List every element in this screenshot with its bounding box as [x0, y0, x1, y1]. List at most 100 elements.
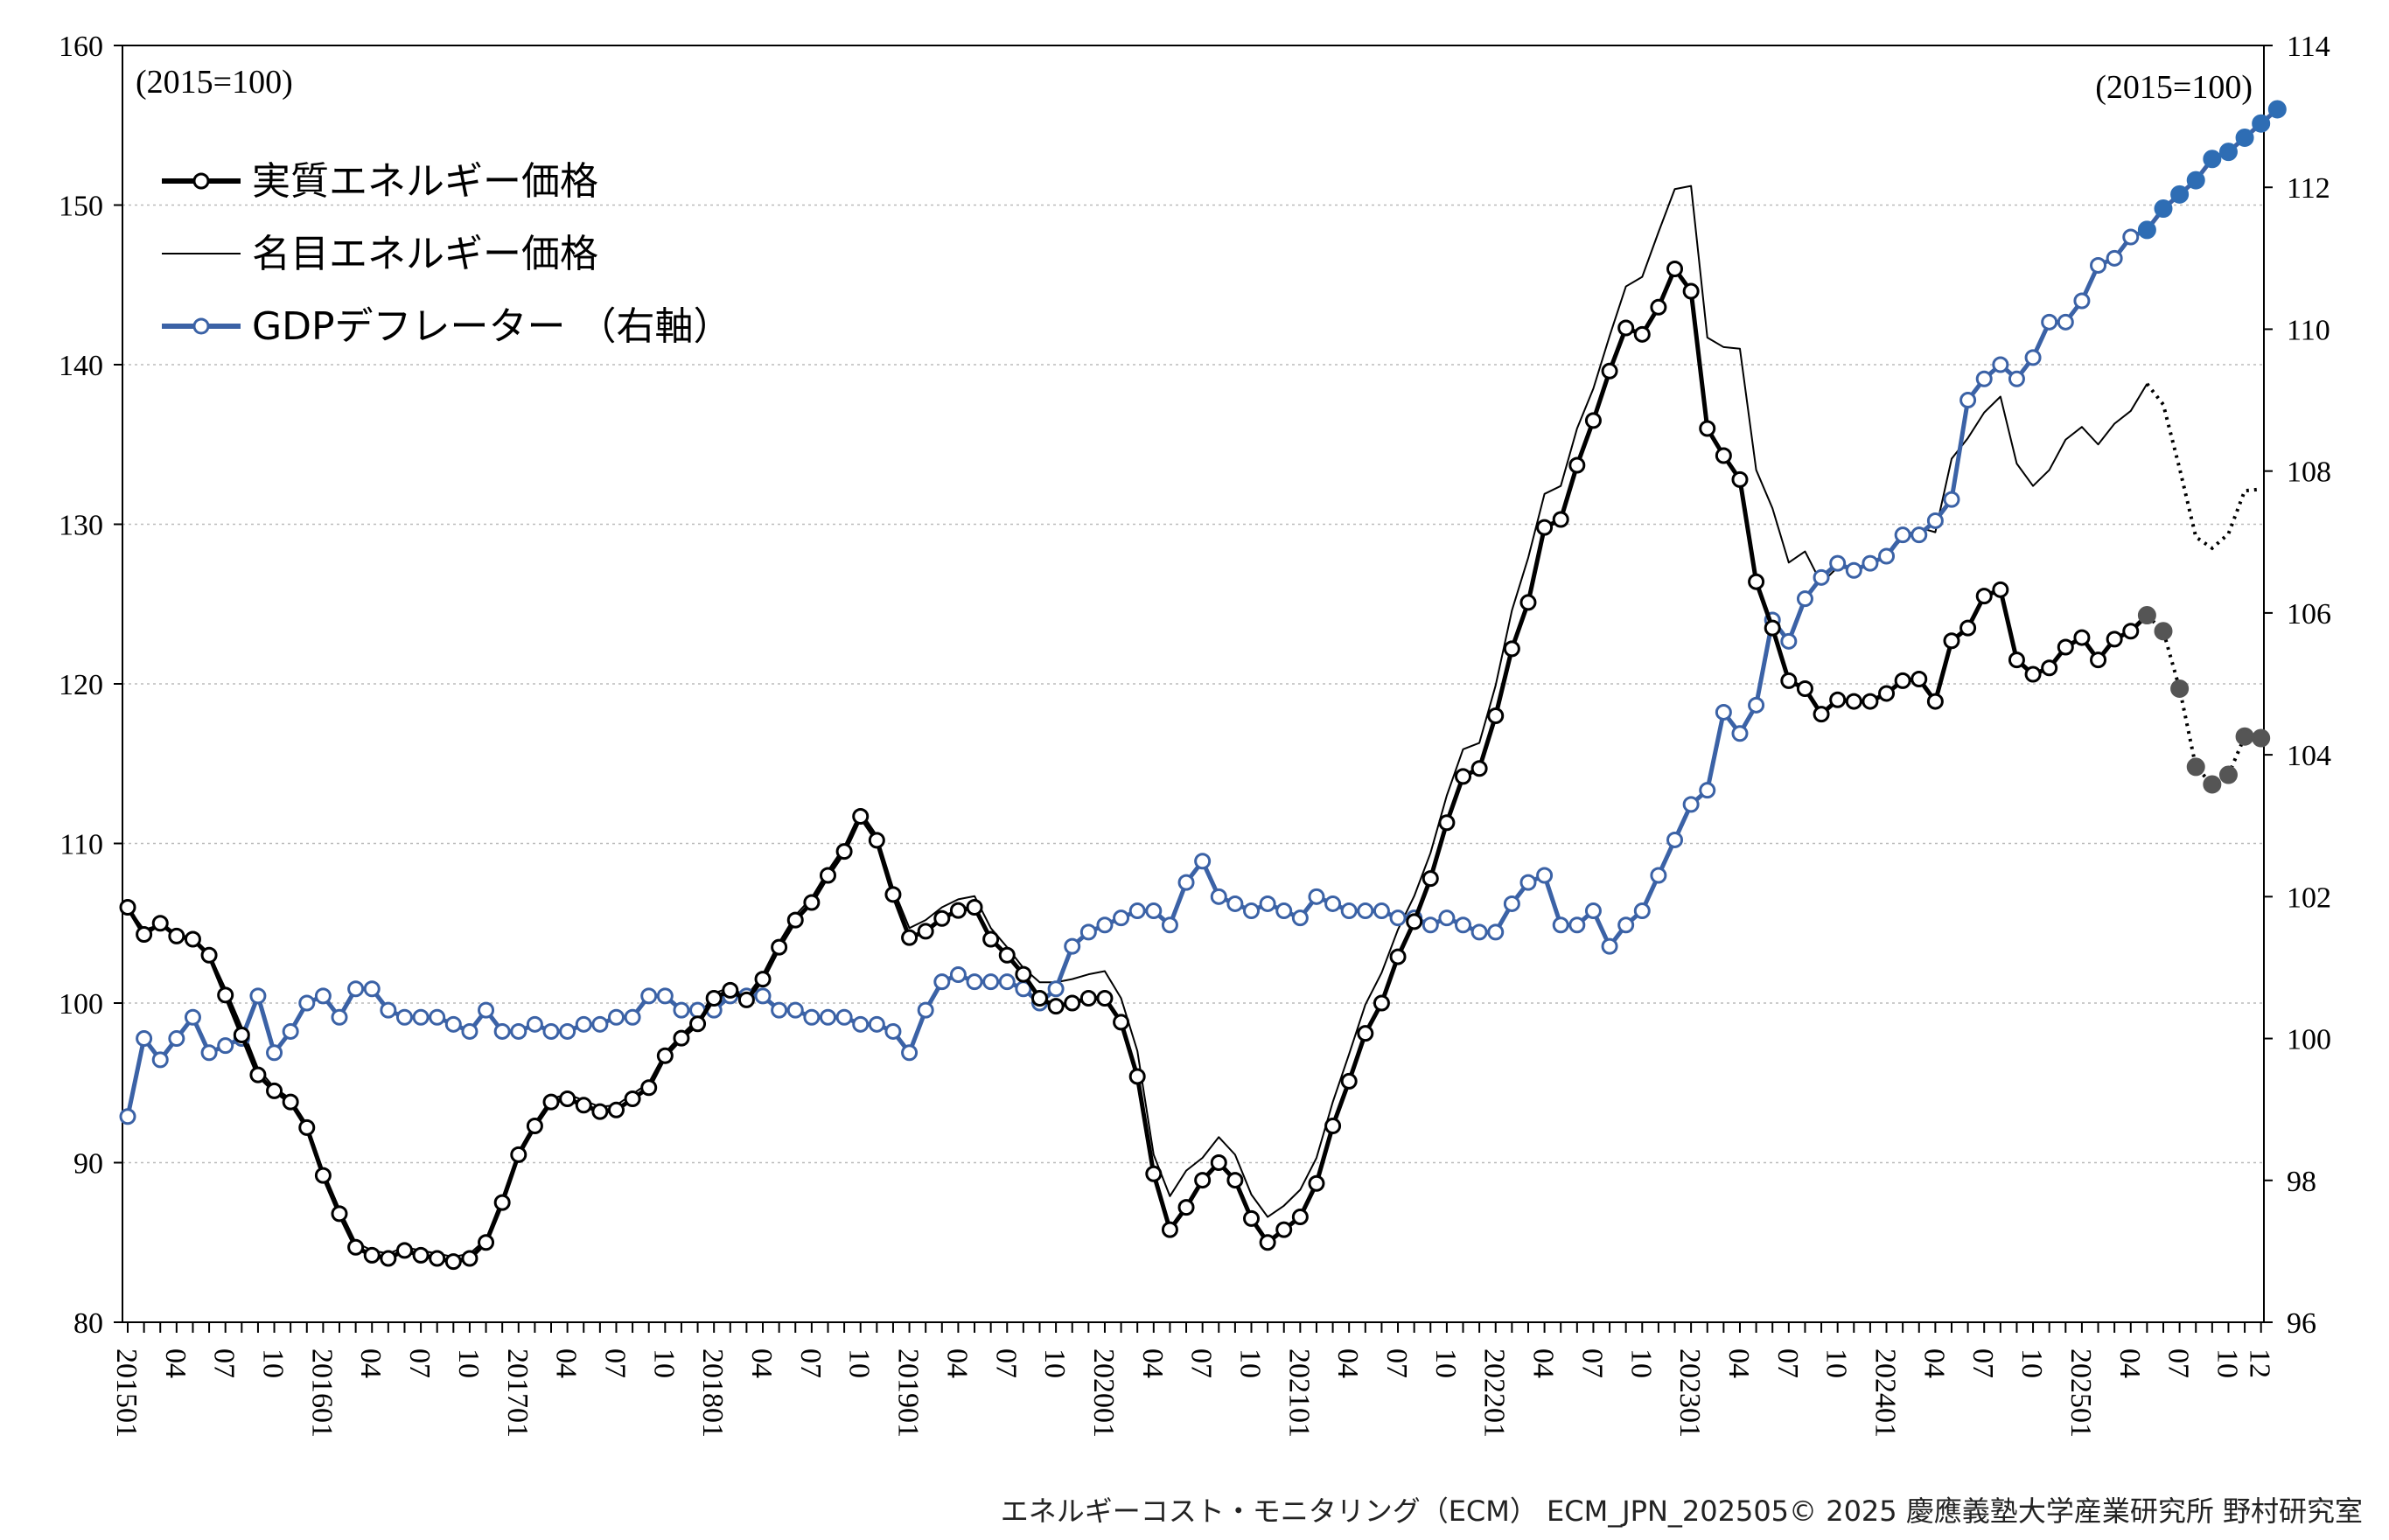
data-point	[266, 1082, 283, 1099]
data-point	[2154, 622, 2173, 641]
data-point	[1243, 902, 1261, 920]
left-tick-label: 110	[59, 829, 103, 861]
data-point	[1845, 693, 1862, 710]
data-point	[136, 1030, 153, 1048]
data-point	[1177, 1199, 1195, 1216]
data-point	[1519, 874, 1537, 891]
data-point	[1487, 707, 1505, 724]
x-tick-label: 04	[1527, 1348, 1560, 1378]
data-point	[151, 915, 169, 932]
x-tick-label: 04	[940, 1348, 973, 1378]
data-point	[1943, 632, 1960, 650]
data-point	[119, 899, 136, 916]
data-point	[737, 991, 755, 1008]
data-point	[1177, 874, 1195, 891]
data-point	[266, 1044, 283, 1062]
x-tick-label: 202301	[1673, 1348, 1706, 1438]
data-point	[2090, 256, 2107, 274]
data-point	[640, 1079, 658, 1097]
data-point	[1291, 1209, 1309, 1226]
left-tick-label: 90	[73, 1148, 103, 1181]
x-tick-label: 201901	[892, 1348, 925, 1438]
data-point	[559, 1091, 576, 1107]
data-point	[2137, 220, 2156, 240]
data-point	[1128, 902, 1146, 920]
data-point	[168, 1030, 185, 1048]
data-point	[493, 1022, 511, 1040]
data-point	[1829, 554, 1847, 572]
data-point	[1943, 491, 1960, 508]
data-point	[835, 843, 853, 861]
data-point	[2137, 606, 2156, 625]
data-point	[1470, 760, 1488, 777]
data-point	[591, 1015, 609, 1033]
data-point	[2122, 623, 2140, 640]
data-point	[1259, 1234, 1276, 1251]
x-tick-label: 202201	[1478, 1348, 1511, 1438]
data-point	[933, 973, 951, 991]
x-tick-label: 10	[452, 1348, 485, 1378]
data-point	[1748, 696, 1765, 714]
data-point	[1145, 1165, 1163, 1182]
data-point	[1601, 937, 1618, 955]
data-point	[331, 1205, 348, 1223]
data-point	[1308, 888, 1325, 905]
data-point	[1862, 554, 1879, 572]
data-point	[1373, 902, 1390, 920]
data-point	[1878, 685, 1896, 702]
data-point	[461, 1022, 478, 1040]
data-point	[2090, 652, 2107, 669]
data-point	[1568, 916, 1586, 934]
data-point	[1226, 895, 1244, 912]
data-point	[217, 1037, 234, 1055]
data-point	[1764, 619, 1781, 637]
data-point	[917, 923, 934, 940]
data-point	[1845, 561, 1862, 579]
data-point	[1161, 1221, 1178, 1238]
x-tick-label: 10	[1234, 1348, 1267, 1378]
x-tick-label: 07	[794, 1348, 827, 1378]
data-point	[2252, 114, 2271, 133]
x-tick-label: 10	[257, 1348, 290, 1378]
data-point	[1422, 916, 1439, 934]
data-point	[607, 1101, 625, 1118]
data-point	[2008, 370, 2025, 387]
x-tick-label: 10	[843, 1348, 876, 1378]
data-point	[1780, 672, 1798, 689]
data-point	[1389, 948, 1407, 965]
data-point	[1455, 916, 1472, 934]
data-point	[1959, 392, 1977, 409]
x-tick-label: 04	[159, 1348, 192, 1378]
data-point	[1731, 470, 1749, 488]
right-tick-label: 104	[2287, 740, 2331, 772]
data-point	[347, 980, 365, 998]
data-point	[233, 1027, 250, 1043]
data-point	[510, 1022, 527, 1040]
data-point	[2235, 128, 2254, 147]
data-point	[1438, 909, 1456, 927]
data-point	[1682, 796, 1700, 813]
right-tick-label: 112	[2287, 172, 2330, 205]
data-point	[966, 973, 983, 991]
data-point	[444, 1253, 462, 1271]
left-tick-label: 150	[59, 191, 103, 223]
series-2	[119, 100, 2287, 1125]
data-point	[2057, 638, 2074, 656]
data-point	[542, 1022, 560, 1040]
x-tick-label: 04	[1331, 1348, 1364, 1378]
x-tick-label: 07	[1771, 1348, 1804, 1378]
data-point	[429, 1250, 446, 1267]
data-point	[575, 1097, 592, 1114]
legend-marker-gdp	[192, 317, 210, 335]
x-tick-label: 04	[1722, 1348, 1755, 1378]
series-layer	[119, 100, 2287, 1271]
data-point	[868, 832, 885, 849]
data-point	[2252, 728, 2271, 748]
data-point	[493, 1194, 511, 1211]
data-point	[1487, 923, 1505, 941]
data-point	[1650, 298, 1667, 316]
data-point	[673, 1029, 690, 1047]
data-point	[2203, 150, 2222, 169]
data-point	[542, 1093, 560, 1111]
data-point	[998, 946, 1016, 964]
